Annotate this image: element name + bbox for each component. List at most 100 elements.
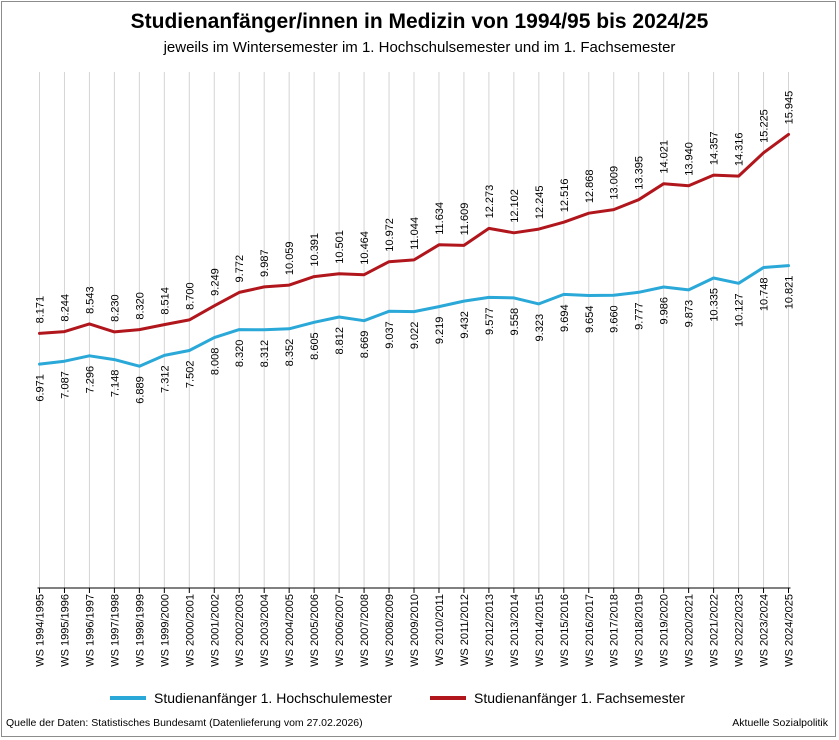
x-tick-label: WS 2009/2010 xyxy=(409,594,421,667)
data-label-hochschulsemester: 7.502 xyxy=(184,361,196,389)
data-label-fachsemester: 11.044 xyxy=(409,217,421,250)
legend-item-fachsemester: Studienanfänger 1. Fachsemester xyxy=(430,690,685,706)
series-line-fachsemester xyxy=(38,132,790,335)
data-label-hochschulsemester: 6.971 xyxy=(35,374,47,402)
data-label-hochschulsemester: 6.889 xyxy=(134,376,146,404)
x-tick-label: WS 2005/2006 xyxy=(309,594,321,667)
x-tick-label: WS 2017/2018 xyxy=(609,594,621,667)
x-tick-label: WS 2001/2002 xyxy=(209,594,221,667)
data-label-fachsemester: 8.514 xyxy=(159,287,171,315)
data-label-hochschulsemester: 8.812 xyxy=(334,327,346,355)
data-label-fachsemester: 14.357 xyxy=(709,131,721,165)
data-label-fachsemester: 13.395 xyxy=(634,156,646,190)
data-label-hochschulsemester: 9.432 xyxy=(459,311,471,339)
data-label-fachsemester: 11.609 xyxy=(459,203,471,236)
data-label-hochschulsemester: 9.654 xyxy=(584,305,596,333)
data-label-fachsemester: 12.868 xyxy=(584,170,596,204)
data-label-hochschulsemester: 9.777 xyxy=(634,302,646,330)
x-tick-label: WS 2014/2015 xyxy=(534,594,546,667)
data-label-fachsemester: 8.700 xyxy=(184,282,196,310)
x-tick-label: WS 2023/2024 xyxy=(759,594,771,667)
data-label-fachsemester: 8.230 xyxy=(109,294,121,322)
x-tick-label: WS 2020/2021 xyxy=(684,594,696,667)
data-label-hochschulsemester: 8.320 xyxy=(234,340,246,368)
x-tick-label: WS 2006/2007 xyxy=(334,594,346,667)
data-label-hochschulsemester: 8.605 xyxy=(309,332,321,360)
data-label-fachsemester: 14.316 xyxy=(734,132,746,166)
x-tick-label: WS 2000/2001 xyxy=(184,594,196,667)
legend-label-fachsemester: Studienanfänger 1. Fachsemester xyxy=(474,690,685,706)
data-label-hochschulsemester: 9.694 xyxy=(559,304,571,332)
x-tick-label: WS 2016/2017 xyxy=(584,594,596,667)
x-tick-label: WS 1996/1997 xyxy=(84,594,96,667)
legend-item-hochschulsemester: Studienanfänger 1. Hochschulemester xyxy=(110,690,392,706)
publisher-credit: Aktuelle Sozialpolitik xyxy=(732,717,828,729)
chart-subtitle: jeweils im Wintersemester im 1. Hochschu… xyxy=(163,39,676,56)
x-tick-label: WS 2011/2012 xyxy=(459,594,471,666)
data-label-hochschulsemester: 10.748 xyxy=(759,277,771,311)
data-label-hochschulsemester: 10.127 xyxy=(734,293,746,327)
x-tick-label: WS 1994/1995 xyxy=(35,594,47,667)
data-label-fachsemester: 10.059 xyxy=(284,241,296,275)
series-line-hochschulsemester xyxy=(38,264,790,368)
data-label-hochschulsemester: 9.219 xyxy=(434,317,446,345)
x-tick-label: WS 2021/2022 xyxy=(709,594,721,667)
data-label-fachsemester: 10.391 xyxy=(309,233,321,267)
data-label-hochschulsemester: 9.022 xyxy=(409,322,421,350)
data-label-fachsemester: 10.501 xyxy=(334,230,346,264)
x-tick-label: WS 1999/2000 xyxy=(159,594,171,667)
data-label-fachsemester: 12.245 xyxy=(534,185,546,219)
data-label-fachsemester: 13.940 xyxy=(684,142,696,176)
data-label-hochschulsemester: 9.558 xyxy=(509,308,521,336)
data-label-hochschulsemester: 7.148 xyxy=(109,370,121,398)
data-label-fachsemester: 10.464 xyxy=(359,231,371,265)
data-label-hochschulsemester: 9.577 xyxy=(484,307,496,335)
data-label-hochschulsemester: 9.037 xyxy=(384,321,396,349)
data-label-fachsemester: 13.009 xyxy=(609,166,621,200)
data-label-fachsemester: 15.945 xyxy=(784,91,796,125)
data-label-hochschulsemester: 10.335 xyxy=(709,288,721,322)
x-tick-label: WS 1997/1998 xyxy=(109,594,121,667)
data-label-fachsemester: 11.634 xyxy=(434,202,446,235)
data-label-hochschulsemester: 8.312 xyxy=(259,340,271,368)
x-tick-label: WS 2015/2016 xyxy=(559,594,571,667)
data-source-note: Quelle der Daten: Statistisches Bundesam… xyxy=(6,717,363,729)
x-tick-label: WS 2013/2014 xyxy=(509,594,521,667)
data-label-hochschulsemester: 7.296 xyxy=(84,366,96,394)
data-label-fachsemester: 12.273 xyxy=(484,185,496,219)
chart-title: Studienanfänger/innen in Medizin von 199… xyxy=(130,10,709,33)
legend-label-hochschulsemester: Studienanfänger 1. Hochschulemester xyxy=(154,690,393,706)
data-label-hochschulsemester: 8.669 xyxy=(359,331,371,359)
data-label-hochschulsemester: 9.986 xyxy=(659,297,671,325)
data-label-fachsemester: 12.516 xyxy=(559,179,571,213)
x-tick-label: WS 2019/2020 xyxy=(659,594,671,667)
data-label-fachsemester: 14.021 xyxy=(659,140,671,174)
data-label-hochschulsemester: 7.087 xyxy=(59,371,71,399)
x-tick-label: WS 2003/2004 xyxy=(259,594,271,667)
x-tick-label: WS 2004/2005 xyxy=(284,594,296,667)
data-label-hochschulsemester: 8.008 xyxy=(209,348,221,376)
data-label-hochschulsemester: 10.821 xyxy=(784,276,796,310)
legend-swatch-hochschulsemester xyxy=(110,696,146,700)
data-label-hochschulsemester: 9.873 xyxy=(684,300,696,328)
data-label-fachsemester: 9.772 xyxy=(234,255,246,283)
data-label-hochschulsemester: 9.323 xyxy=(534,314,546,342)
data-label-fachsemester: 9.987 xyxy=(259,249,271,277)
data-label-fachsemester: 12.102 xyxy=(509,189,521,223)
x-tick-label: WS 1995/1996 xyxy=(59,594,71,667)
x-tick-label: WS 2008/2009 xyxy=(384,594,396,667)
legend-swatch-fachsemester xyxy=(430,696,466,700)
data-label-fachsemester: 15.225 xyxy=(759,109,771,143)
x-tick-label: WS 2018/2019 xyxy=(634,594,646,667)
x-tick-label: WS 2012/2013 xyxy=(484,594,496,667)
x-tick-label: WS 2022/2023 xyxy=(734,594,746,667)
data-label-fachsemester: 8.543 xyxy=(84,286,96,314)
data-label-fachsemester: 8.320 xyxy=(134,292,146,320)
x-tick-label: WS 1998/1999 xyxy=(134,594,146,667)
x-tick-label: WS 2002/2003 xyxy=(234,594,246,667)
data-label-hochschulsemester: 8.352 xyxy=(284,339,296,367)
x-tick-label: WS 2024/2025 xyxy=(784,594,796,667)
data-label-fachsemester: 8.244 xyxy=(59,294,71,322)
